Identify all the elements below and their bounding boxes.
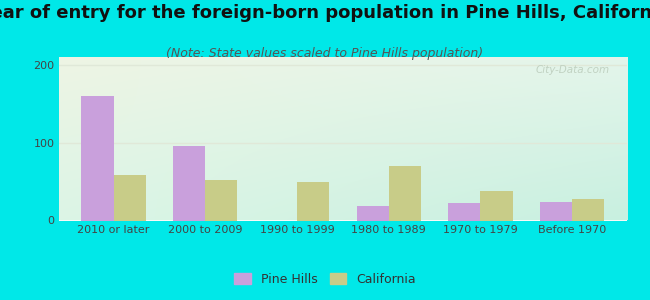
Bar	[540, 202, 572, 220]
Bar	[297, 182, 329, 220]
Bar	[357, 206, 389, 220]
Bar	[480, 191, 513, 220]
Legend: Pine Hills, California: Pine Hills, California	[229, 268, 421, 291]
Bar	[572, 199, 604, 220]
Bar	[114, 175, 146, 220]
Bar	[205, 180, 237, 220]
Text: Year of entry for the foreign-born population in Pine Hills, California: Year of entry for the foreign-born popul…	[0, 4, 650, 22]
Bar	[173, 146, 205, 220]
Text: City-Data.com: City-Data.com	[536, 65, 610, 75]
Bar	[389, 166, 421, 220]
Bar	[448, 203, 480, 220]
Text: (Note: State values scaled to Pine Hills population): (Note: State values scaled to Pine Hills…	[166, 46, 484, 59]
Bar	[81, 96, 114, 220]
